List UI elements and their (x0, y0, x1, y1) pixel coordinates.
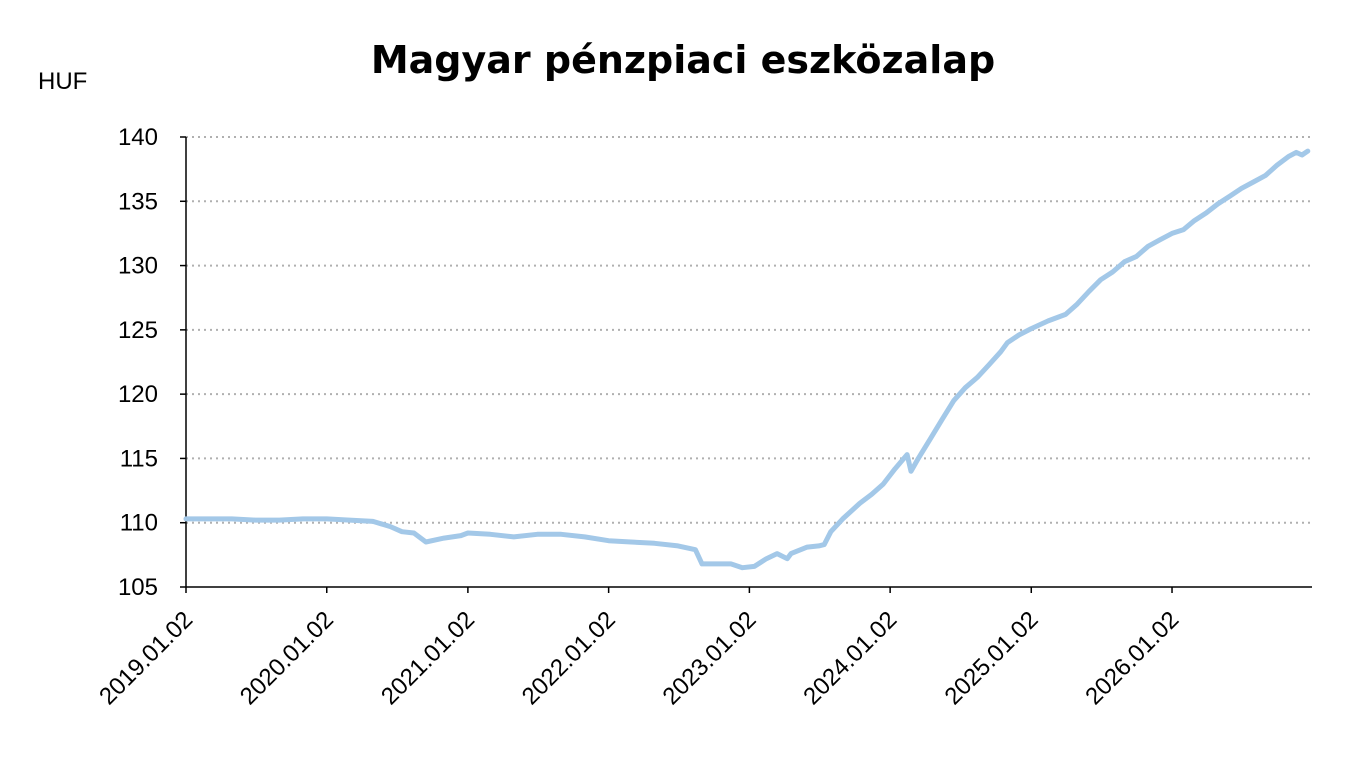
y-tick-label: 140 (118, 124, 158, 151)
series-line (183, 148, 1311, 571)
x-tick-label: 2019.01.02 (94, 606, 198, 710)
y-tick-label: 135 (118, 188, 158, 215)
y-tick-label: 105 (118, 574, 158, 601)
x-tick-label: 2024.01.02 (798, 606, 902, 710)
y-tick-label: 125 (118, 317, 158, 344)
y-axis-unit-label: HUF (38, 68, 88, 95)
chart-title: Magyar pénzpiaci eszközalap (370, 38, 996, 82)
x-tick-label: 2022.01.02 (517, 606, 621, 710)
x-tick-label: 2025.01.02 (939, 606, 1043, 710)
x-tick-label: 2021.01.02 (376, 606, 480, 710)
y-tick-label: 110 (120, 510, 158, 537)
y-tick-label: 130 (118, 253, 158, 280)
y-tick-label: 120 (118, 381, 158, 408)
y-tick-label: 115 (120, 445, 158, 472)
x-tick-label: 2026.01.02 (1080, 606, 1184, 710)
x-tick-label: 2020.01.02 (235, 606, 339, 710)
x-tick-label: 2023.01.02 (658, 606, 762, 710)
